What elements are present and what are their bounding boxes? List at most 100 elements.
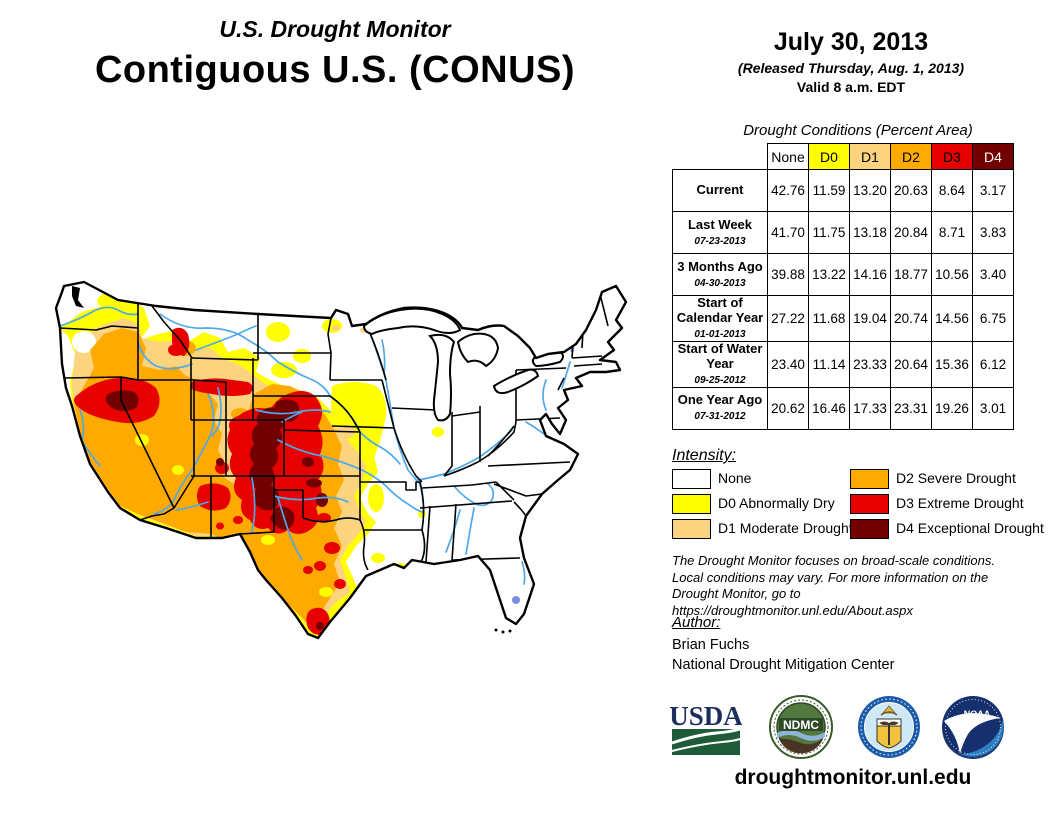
legend-heading: Intensity:: [672, 447, 737, 464]
legend-swatch-d4: [850, 519, 889, 539]
value-cell: 3.17: [972, 169, 1014, 212]
col-header-d1: D1: [849, 143, 891, 170]
lake-okeechobee: [512, 596, 520, 604]
svg-text:NDMC: NDMC: [783, 718, 819, 732]
value-cell: 14.56: [931, 295, 973, 342]
author-heading: Author:: [672, 614, 721, 631]
value-cell: 13.22: [808, 253, 850, 296]
conus-drought-map: [26, 270, 662, 674]
row-label: 3 Months Ago 04-30-2013: [672, 253, 768, 296]
author-organization: National Drought Mitigation Center: [672, 657, 895, 673]
row-label: One Year Ago 07-31-2012: [672, 386, 768, 430]
florida-keys: [494, 628, 512, 634]
map-nodrought-holes: [72, 331, 96, 353]
value-cell: 11.14: [808, 340, 850, 388]
col-header-d2: D2: [890, 143, 932, 170]
legend-item-d1: D1 Moderate Drought: [672, 519, 853, 539]
drought-conditions-table: None D0 D1 D2 D3 D4 Current 42.76 11.59 …: [672, 143, 1014, 430]
value-cell: 8.71: [931, 211, 973, 254]
row-label: Current: [672, 169, 768, 212]
map-date: July 30, 2013: [773, 28, 929, 56]
svg-text:NOAA: NOAA: [964, 709, 991, 719]
great-lakes: [362, 307, 564, 422]
value-cell: 6.12: [972, 340, 1014, 388]
row-label: Start of Water Year 09-25-2012: [672, 340, 768, 388]
commerce-seal-icon: [856, 694, 922, 765]
value-cell: 20.62: [767, 386, 809, 430]
valid-time: Valid 8 a.m. EDT: [796, 79, 906, 95]
usda-logo-icon: USDA: [669, 701, 743, 763]
col-header-d4: D4: [972, 143, 1014, 170]
value-cell: 16.46: [808, 386, 850, 430]
row-label: Start of Calendar Year 01-01-2013: [672, 295, 768, 342]
lake-superior: [362, 307, 462, 336]
value-cell: 19.26: [931, 386, 973, 430]
date-block: July 30, 2013 (Released Thursday, Aug. 1…: [688, 28, 1014, 95]
page-title: Contiguous U.S. (CONUS): [94, 49, 576, 91]
table-caption: Drought Conditions (Percent Area): [743, 122, 973, 139]
value-cell: 18.77: [890, 253, 932, 296]
disclaimer-text: The Drought Monitor focuses on broad-sca…: [672, 553, 996, 618]
puget-sound: [72, 286, 84, 308]
noaa-seal-icon: NOAA: [940, 694, 1006, 765]
value-cell: 3.83: [972, 211, 1014, 254]
value-cell: 10.56: [931, 253, 973, 296]
value-cell: 23.31: [890, 386, 932, 430]
release-date: (Released Thursday, Aug. 1, 2013): [737, 60, 965, 76]
lake-michigan: [428, 333, 456, 422]
report-series-title: U.S. Drought Monitor: [219, 16, 451, 42]
value-cell: 23.33: [849, 340, 891, 388]
legend-swatch-d1: [672, 519, 711, 539]
table-row: Current 42.76 11.59 13.20 20.63 8.64 3.1…: [672, 169, 1014, 212]
value-cell: 39.88: [767, 253, 809, 296]
legend-item-d2: D2 Severe Drought: [850, 469, 1030, 489]
table-corner-cell: [672, 143, 768, 170]
value-cell: 14.16: [849, 253, 891, 296]
legend-swatch-d0: [672, 494, 711, 514]
value-cell: 11.59: [808, 169, 850, 212]
row-label: Last Week 07-23-2013: [672, 211, 768, 254]
value-cell: 11.75: [808, 211, 850, 254]
value-cell: 8.64: [931, 169, 973, 212]
table-row: One Year Ago 07-31-2012 20.62 16.46 17.33…: [672, 386, 1014, 430]
legend-swatch-none: [672, 469, 711, 489]
legend-item-d0: D0 Abnormally Dry: [672, 494, 842, 514]
value-cell: 23.40: [767, 340, 809, 388]
table-row: 3 Months Ago 04-30-2013 39.88 13.22 14.16…: [672, 253, 1014, 296]
legend-item-d4: D4 Exceptional Drought: [850, 519, 1044, 539]
legend-swatch-d3: [850, 494, 889, 514]
value-cell: 13.18: [849, 211, 891, 254]
website-url[interactable]: droughtmonitor.unl.edu: [734, 766, 972, 789]
col-header-d3: D3: [931, 143, 973, 170]
table-row: Start of Water Year 09-25-2012 23.40 11.1…: [672, 340, 1014, 388]
map-d4-layer: [105, 390, 328, 630]
title-block: U.S. Drought Monitor Contiguous U.S. (CO…: [40, 16, 630, 92]
table-row: Start of Calendar Year 01-01-2013 27.22 1…: [672, 295, 1014, 342]
value-cell: 42.76: [767, 169, 809, 212]
lake-erie: [492, 368, 540, 395]
value-cell: 19.04: [849, 295, 891, 342]
value-cell: 3.01: [972, 386, 1014, 430]
table-row: Last Week 07-23-2013 41.70 11.75 13.18 20…: [672, 211, 1014, 254]
value-cell: 20.64: [890, 340, 932, 388]
legend-item-d3: D3 Extreme Drought: [850, 494, 1030, 514]
svg-text:USDA: USDA: [670, 702, 742, 731]
author-name: Brian Fuchs: [672, 637, 750, 653]
value-cell: 20.63: [890, 169, 932, 212]
value-cell: 13.20: [849, 169, 891, 212]
legend-item-none: None: [672, 469, 842, 489]
value-cell: 20.84: [890, 211, 932, 254]
legend-swatch-d2: [850, 469, 889, 489]
agency-logos: USDA NDMC: [668, 692, 1018, 764]
value-cell: 41.70: [767, 211, 809, 254]
col-header-none: None: [767, 143, 809, 170]
value-cell: 17.33: [849, 386, 891, 430]
value-cell: 11.68: [808, 295, 850, 342]
lake-huron: [456, 332, 500, 368]
value-cell: 6.75: [972, 295, 1014, 342]
value-cell: 15.36: [931, 340, 973, 388]
value-cell: 20.74: [890, 295, 932, 342]
ndmc-seal-icon: NDMC: [768, 694, 834, 765]
conus-outline: [54, 280, 628, 640]
